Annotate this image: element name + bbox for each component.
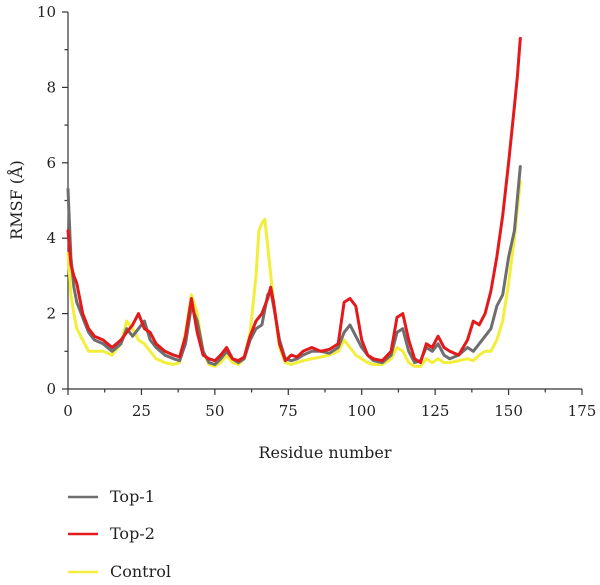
y-tick-label: 8 <box>46 78 56 96</box>
x-tick-label: 100 <box>347 402 376 420</box>
y-tick-label: 6 <box>46 154 56 172</box>
series-line-control <box>66 180 522 368</box>
y-tick-label: 10 <box>37 3 56 21</box>
axis-ticks: 0 25 50 75 100 125 150 175 0 2 4 6 8 10 <box>37 3 596 420</box>
y-axis-title: RMSF (Å) <box>6 160 26 240</box>
legend-label-control: Control <box>110 562 171 581</box>
x-tick-label: 125 <box>421 402 450 420</box>
x-tick-label: 50 <box>205 402 224 420</box>
legend-label-top-1: Top-1 <box>110 487 155 506</box>
x-tick-label: 0 <box>63 402 73 420</box>
legend: Top-1 Top-2 Control <box>68 487 171 581</box>
x-tick-label: 175 <box>568 402 597 420</box>
series-line-top-2 <box>66 36 522 365</box>
x-axis-title: Residue number <box>258 443 391 462</box>
series-lines <box>66 36 522 368</box>
legend-label-top-2: Top-2 <box>110 524 155 543</box>
y-tick-label: 0 <box>46 380 56 398</box>
y-tick-label: 4 <box>46 229 56 247</box>
plot-area: 0 25 50 75 100 125 150 175 0 2 4 6 8 10 <box>37 3 596 420</box>
y-tick-label: 2 <box>46 305 56 323</box>
x-tick-label: 75 <box>279 402 298 420</box>
x-tick-label: 25 <box>132 402 151 420</box>
x-tick-label: 150 <box>494 402 523 420</box>
